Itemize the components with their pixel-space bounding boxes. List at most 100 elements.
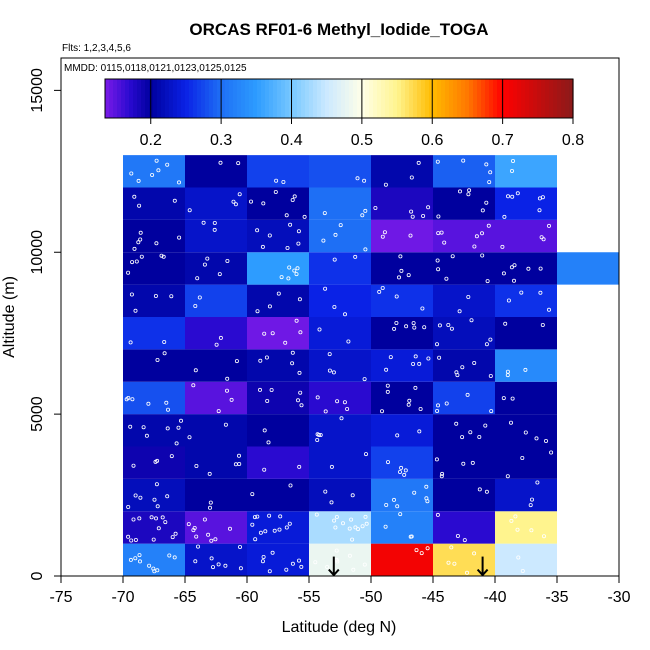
sample-point bbox=[510, 158, 515, 163]
sample-point bbox=[227, 526, 232, 531]
heatmap-cell bbox=[433, 511, 495, 544]
colorbar-segment bbox=[309, 79, 314, 118]
heatmap-cell bbox=[433, 155, 495, 188]
heatmap-cell bbox=[123, 478, 185, 512]
sample-point bbox=[503, 321, 508, 326]
sample-point bbox=[436, 267, 441, 272]
y-tick-label: 0 bbox=[29, 571, 46, 580]
sample-point bbox=[133, 556, 138, 561]
colorbar-segment bbox=[565, 79, 570, 118]
heatmap-cell bbox=[495, 543, 557, 576]
sample-point bbox=[129, 538, 134, 543]
sample-point bbox=[162, 351, 167, 356]
sample-point bbox=[296, 558, 301, 563]
sample-point bbox=[286, 276, 291, 281]
sample-point bbox=[480, 253, 485, 258]
x-tick-label: -65 bbox=[173, 589, 196, 606]
heatmap-cell bbox=[371, 414, 433, 447]
sample-point bbox=[477, 434, 482, 439]
sample-point bbox=[516, 555, 521, 560]
sample-point bbox=[484, 162, 489, 167]
sample-point bbox=[208, 500, 213, 505]
sample-point bbox=[350, 537, 355, 542]
heatmap-cell bbox=[123, 511, 185, 544]
heatmap-cell bbox=[495, 155, 557, 188]
sample-point bbox=[225, 258, 230, 263]
colorbar-segment bbox=[261, 79, 266, 118]
sample-point bbox=[488, 170, 493, 175]
sample-point bbox=[470, 460, 475, 465]
sample-point bbox=[353, 254, 358, 259]
colorbar-tick-label: 0.4 bbox=[280, 132, 302, 149]
sample-point bbox=[435, 258, 440, 263]
sample-point bbox=[194, 463, 199, 468]
sample-point bbox=[544, 438, 549, 443]
colorbar-segment bbox=[213, 79, 218, 118]
sample-point bbox=[424, 484, 429, 489]
sample-point bbox=[216, 409, 221, 414]
sample-point bbox=[392, 326, 397, 331]
sample-point bbox=[151, 566, 156, 571]
sample-point bbox=[174, 441, 179, 446]
colorbar-tick-label: 0.8 bbox=[562, 132, 584, 149]
heatmap-cell bbox=[123, 284, 185, 317]
sample-point bbox=[267, 569, 272, 574]
colorbar-segment bbox=[241, 79, 246, 118]
heatmap-cell bbox=[123, 349, 185, 382]
colorbar-segment bbox=[461, 79, 466, 118]
sample-point bbox=[549, 450, 554, 455]
colorbar-segment bbox=[161, 79, 166, 118]
colorbar-segment bbox=[417, 79, 422, 118]
sample-point bbox=[519, 290, 524, 295]
sample-point bbox=[141, 425, 146, 430]
heatmap-cell bbox=[185, 219, 247, 253]
heatmap-cell bbox=[371, 446, 433, 479]
sample-point bbox=[332, 518, 337, 523]
sample-point bbox=[126, 395, 131, 400]
sample-point bbox=[202, 517, 207, 522]
sample-point bbox=[195, 276, 200, 281]
colorbar-segment bbox=[253, 79, 258, 118]
y-axis: 0 5000 10000 15000 bbox=[29, 68, 61, 580]
sample-point bbox=[347, 553, 352, 558]
heatmap-cell bbox=[433, 187, 495, 220]
colorbar-segment bbox=[337, 79, 342, 118]
sample-point bbox=[462, 538, 467, 543]
sample-point bbox=[155, 504, 160, 509]
sample-point bbox=[290, 361, 295, 366]
sample-point bbox=[217, 272, 222, 277]
heatmap-cell bbox=[433, 349, 495, 382]
sample-point bbox=[530, 497, 535, 502]
sample-point bbox=[388, 355, 393, 360]
sample-point bbox=[149, 515, 154, 520]
sample-point bbox=[206, 532, 211, 537]
heatmap-cell bbox=[247, 543, 309, 576]
sample-point bbox=[165, 407, 170, 412]
sample-point bbox=[267, 304, 272, 309]
colorbar-segment bbox=[185, 79, 190, 118]
sample-point bbox=[281, 179, 286, 184]
sample-point bbox=[419, 551, 424, 556]
heatmap-cell bbox=[185, 478, 247, 512]
heatmap-cell bbox=[495, 478, 557, 512]
sample-point bbox=[288, 222, 293, 227]
sample-point bbox=[540, 322, 545, 327]
sample-point bbox=[410, 214, 415, 219]
sample-point bbox=[488, 373, 493, 378]
sample-point bbox=[537, 208, 542, 213]
heatmap-cell bbox=[371, 511, 433, 544]
sample-point bbox=[225, 376, 230, 381]
sample-point bbox=[236, 161, 241, 166]
sample-point bbox=[416, 160, 421, 165]
sample-point bbox=[270, 331, 275, 336]
sample-point bbox=[435, 159, 440, 164]
sample-point bbox=[469, 318, 474, 323]
colorbar-segment bbox=[145, 79, 150, 118]
sample-point bbox=[515, 527, 520, 532]
heatmap-cell bbox=[247, 187, 309, 220]
sample-point bbox=[398, 254, 403, 259]
sample-point bbox=[193, 559, 198, 564]
heatmap-cell bbox=[247, 155, 309, 188]
sample-point bbox=[444, 401, 449, 406]
sample-point bbox=[209, 538, 214, 543]
